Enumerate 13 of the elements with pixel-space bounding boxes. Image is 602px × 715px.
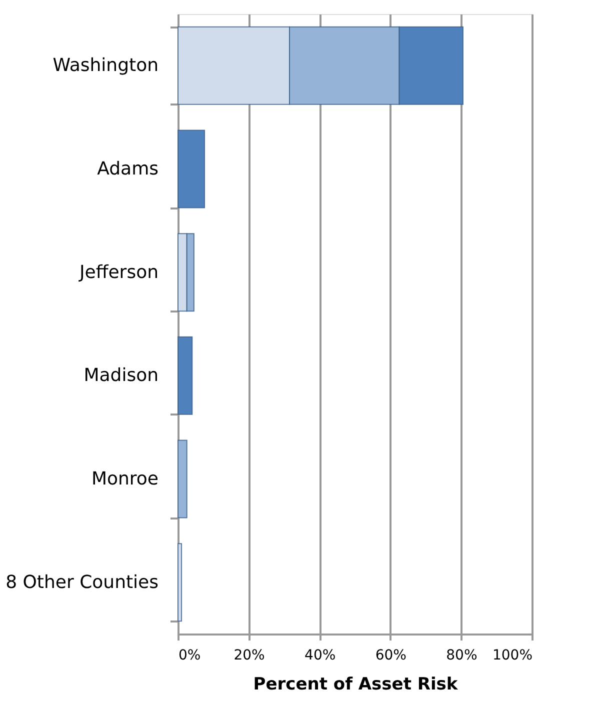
x-tick-label: 20% [234, 648, 265, 664]
x-tick-label: 0% [178, 648, 201, 664]
y-tick-label: Washington [52, 55, 158, 76]
y-tick-label: Madison [84, 365, 158, 386]
y-tick-label: Jefferson [78, 262, 158, 283]
x-tick-label: 80% [446, 648, 478, 664]
y-tick-label: 8 Other Counties [6, 572, 158, 593]
x-tick-label: 40% [304, 648, 336, 664]
y-tick-label: Adams [97, 158, 158, 180]
x-tick-label: 60% [375, 648, 406, 664]
x-tick-label: 100% [492, 648, 532, 664]
y-tick-label: Monroe [91, 468, 158, 490]
x-axis-title: Percent of Asset Risk [253, 674, 458, 694]
